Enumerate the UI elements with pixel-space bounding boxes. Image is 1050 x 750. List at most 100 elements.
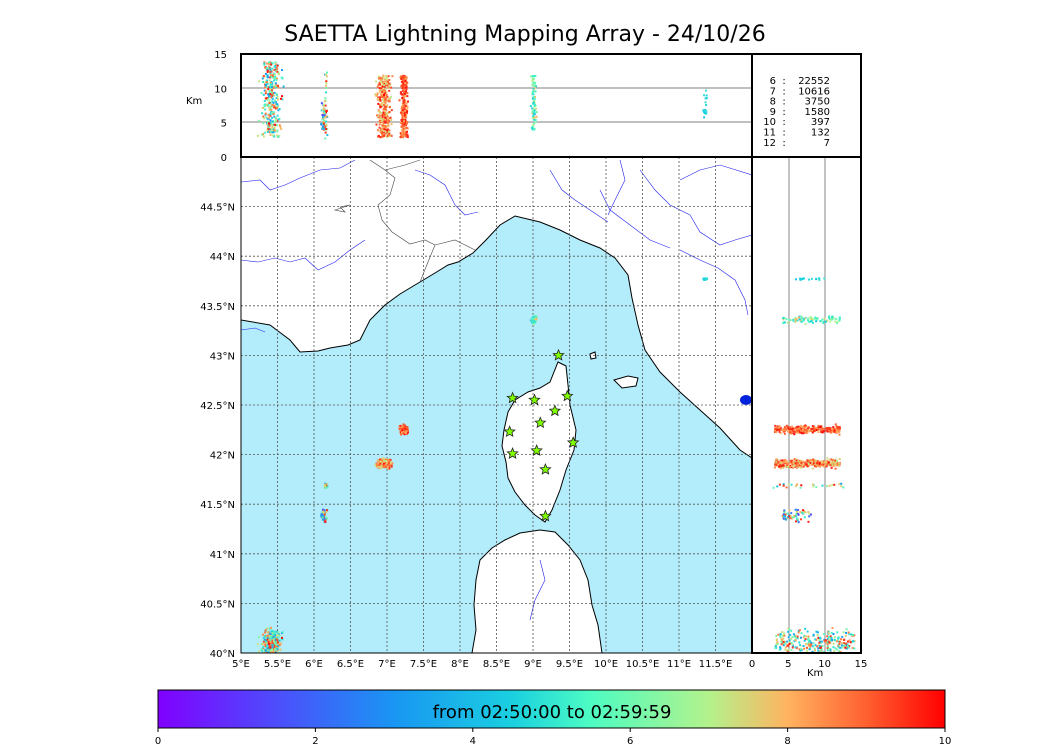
source-point-lon-alt xyxy=(274,129,277,132)
source-point xyxy=(403,425,406,428)
source-point xyxy=(274,639,277,642)
source-point-lon-alt xyxy=(403,132,406,135)
source-point-lon-alt xyxy=(387,85,390,88)
source-point-lon-alt xyxy=(269,119,272,122)
source-point-lon-alt xyxy=(268,79,271,82)
source-point-lon-alt xyxy=(325,115,328,118)
source-point-lon-alt xyxy=(383,104,386,107)
source-point-lat-alt xyxy=(776,425,779,428)
source-point-lat-alt xyxy=(788,642,791,645)
source-point-lat-alt xyxy=(830,461,833,464)
source-point-lat-alt xyxy=(827,641,830,644)
source-point-lat-alt xyxy=(810,643,813,646)
source-point-lon-alt xyxy=(383,105,386,108)
source-point-lat-alt xyxy=(788,641,791,644)
source-point-lon-alt xyxy=(390,86,393,89)
source-point-lat-alt xyxy=(782,640,785,643)
source-point-lat-alt xyxy=(796,483,799,486)
source-point-lat-alt xyxy=(828,315,831,318)
altitude-x-tick-label: 0 xyxy=(749,659,755,670)
source-point-lon-alt xyxy=(383,111,386,114)
source-point-lat-alt xyxy=(799,486,802,489)
source-point-lat-alt xyxy=(794,278,797,281)
source-point-lat-alt xyxy=(782,517,785,520)
colorbar-tick-label: 8 xyxy=(784,736,790,747)
source-point-lon-alt xyxy=(381,90,384,93)
source-point-lon-alt xyxy=(325,123,328,126)
source-point xyxy=(533,320,536,323)
source-point-lon-alt xyxy=(378,96,381,99)
source-point-lon-alt xyxy=(269,114,272,117)
source-point-lon-alt xyxy=(532,82,535,85)
source-point-lon-alt xyxy=(265,66,268,69)
source-point xyxy=(381,461,384,464)
source-point-lat-alt xyxy=(816,317,819,320)
source-point-lat-alt xyxy=(796,509,799,512)
source-point-lon-alt xyxy=(398,99,401,102)
source-point-lon-alt xyxy=(323,116,326,119)
source-point xyxy=(387,464,390,467)
source-point-lat-alt xyxy=(840,642,843,645)
source-point-lon-alt xyxy=(402,111,405,114)
source-point-lon-alt xyxy=(268,61,271,64)
source-point-lon-alt xyxy=(406,92,409,95)
source-point-lat-alt xyxy=(841,635,844,638)
source-point-lon-alt xyxy=(402,113,405,116)
colorbar-tick-label: 0 xyxy=(155,736,161,747)
source-point-lat-alt xyxy=(790,430,793,433)
source-point-lon-alt xyxy=(324,131,327,134)
source-point xyxy=(401,428,404,431)
source-point-lon-alt xyxy=(704,97,707,100)
source-point-lat-alt xyxy=(849,641,852,644)
source-point xyxy=(275,649,278,652)
source-point-lon-alt xyxy=(383,92,386,95)
source-point-lat-alt xyxy=(848,633,851,636)
source-point-lon-alt xyxy=(263,63,266,66)
source-point-lon-alt xyxy=(404,109,407,112)
source-point-lat-alt xyxy=(811,430,814,433)
source-point-lon-alt xyxy=(382,103,385,106)
source-point-lon-alt xyxy=(377,135,380,138)
source-point-lon-alt xyxy=(276,119,279,122)
source-point-lat-alt xyxy=(792,633,795,636)
source-point-lon-alt xyxy=(276,103,279,106)
source-point-lon-alt xyxy=(325,124,328,127)
source-point xyxy=(273,631,276,634)
source-point-lon-alt xyxy=(271,62,274,65)
source-point-lon-alt xyxy=(326,128,329,131)
source-point xyxy=(278,639,281,642)
source-point xyxy=(272,655,274,657)
source-point-lon-alt xyxy=(267,88,270,91)
source-point-lon-alt xyxy=(263,61,266,64)
source-point-lat-alt xyxy=(810,429,813,432)
source-point xyxy=(273,649,276,652)
source-point-lon-alt xyxy=(376,86,379,89)
source-point-lon-alt xyxy=(387,99,390,102)
source-point-lat-alt xyxy=(840,646,843,649)
source-point-lon-alt xyxy=(325,127,328,130)
source-point-lat-alt xyxy=(786,512,789,515)
source-point-lat-alt xyxy=(776,463,779,466)
source-point-lon-alt xyxy=(381,135,384,138)
source-point-lat-alt xyxy=(814,459,817,462)
lake-marker xyxy=(740,395,752,405)
source-point-lon-alt xyxy=(323,119,326,122)
source-point-lon-alt xyxy=(404,124,407,127)
y-tick-label: 42.5°N xyxy=(200,401,235,412)
source-point-lat-alt xyxy=(794,431,797,434)
source-point-lat-alt xyxy=(834,423,837,426)
source-point xyxy=(390,465,393,468)
source-point-lat-alt xyxy=(828,484,831,487)
source-point xyxy=(274,648,277,651)
source-point-lat-alt xyxy=(815,319,818,322)
source-point-lon-alt xyxy=(389,116,392,119)
source-point-lon-alt xyxy=(267,126,270,129)
source-point-lon-alt xyxy=(384,77,387,80)
source-point-lat-alt xyxy=(811,431,814,434)
source-point-lon-alt xyxy=(321,118,324,121)
source-point-lat-alt xyxy=(815,638,818,641)
source-point-lon-alt xyxy=(264,86,267,89)
source-point-lat-alt xyxy=(799,424,802,427)
source-point-lon-alt xyxy=(267,65,270,68)
source-point-lat-alt xyxy=(786,643,789,646)
